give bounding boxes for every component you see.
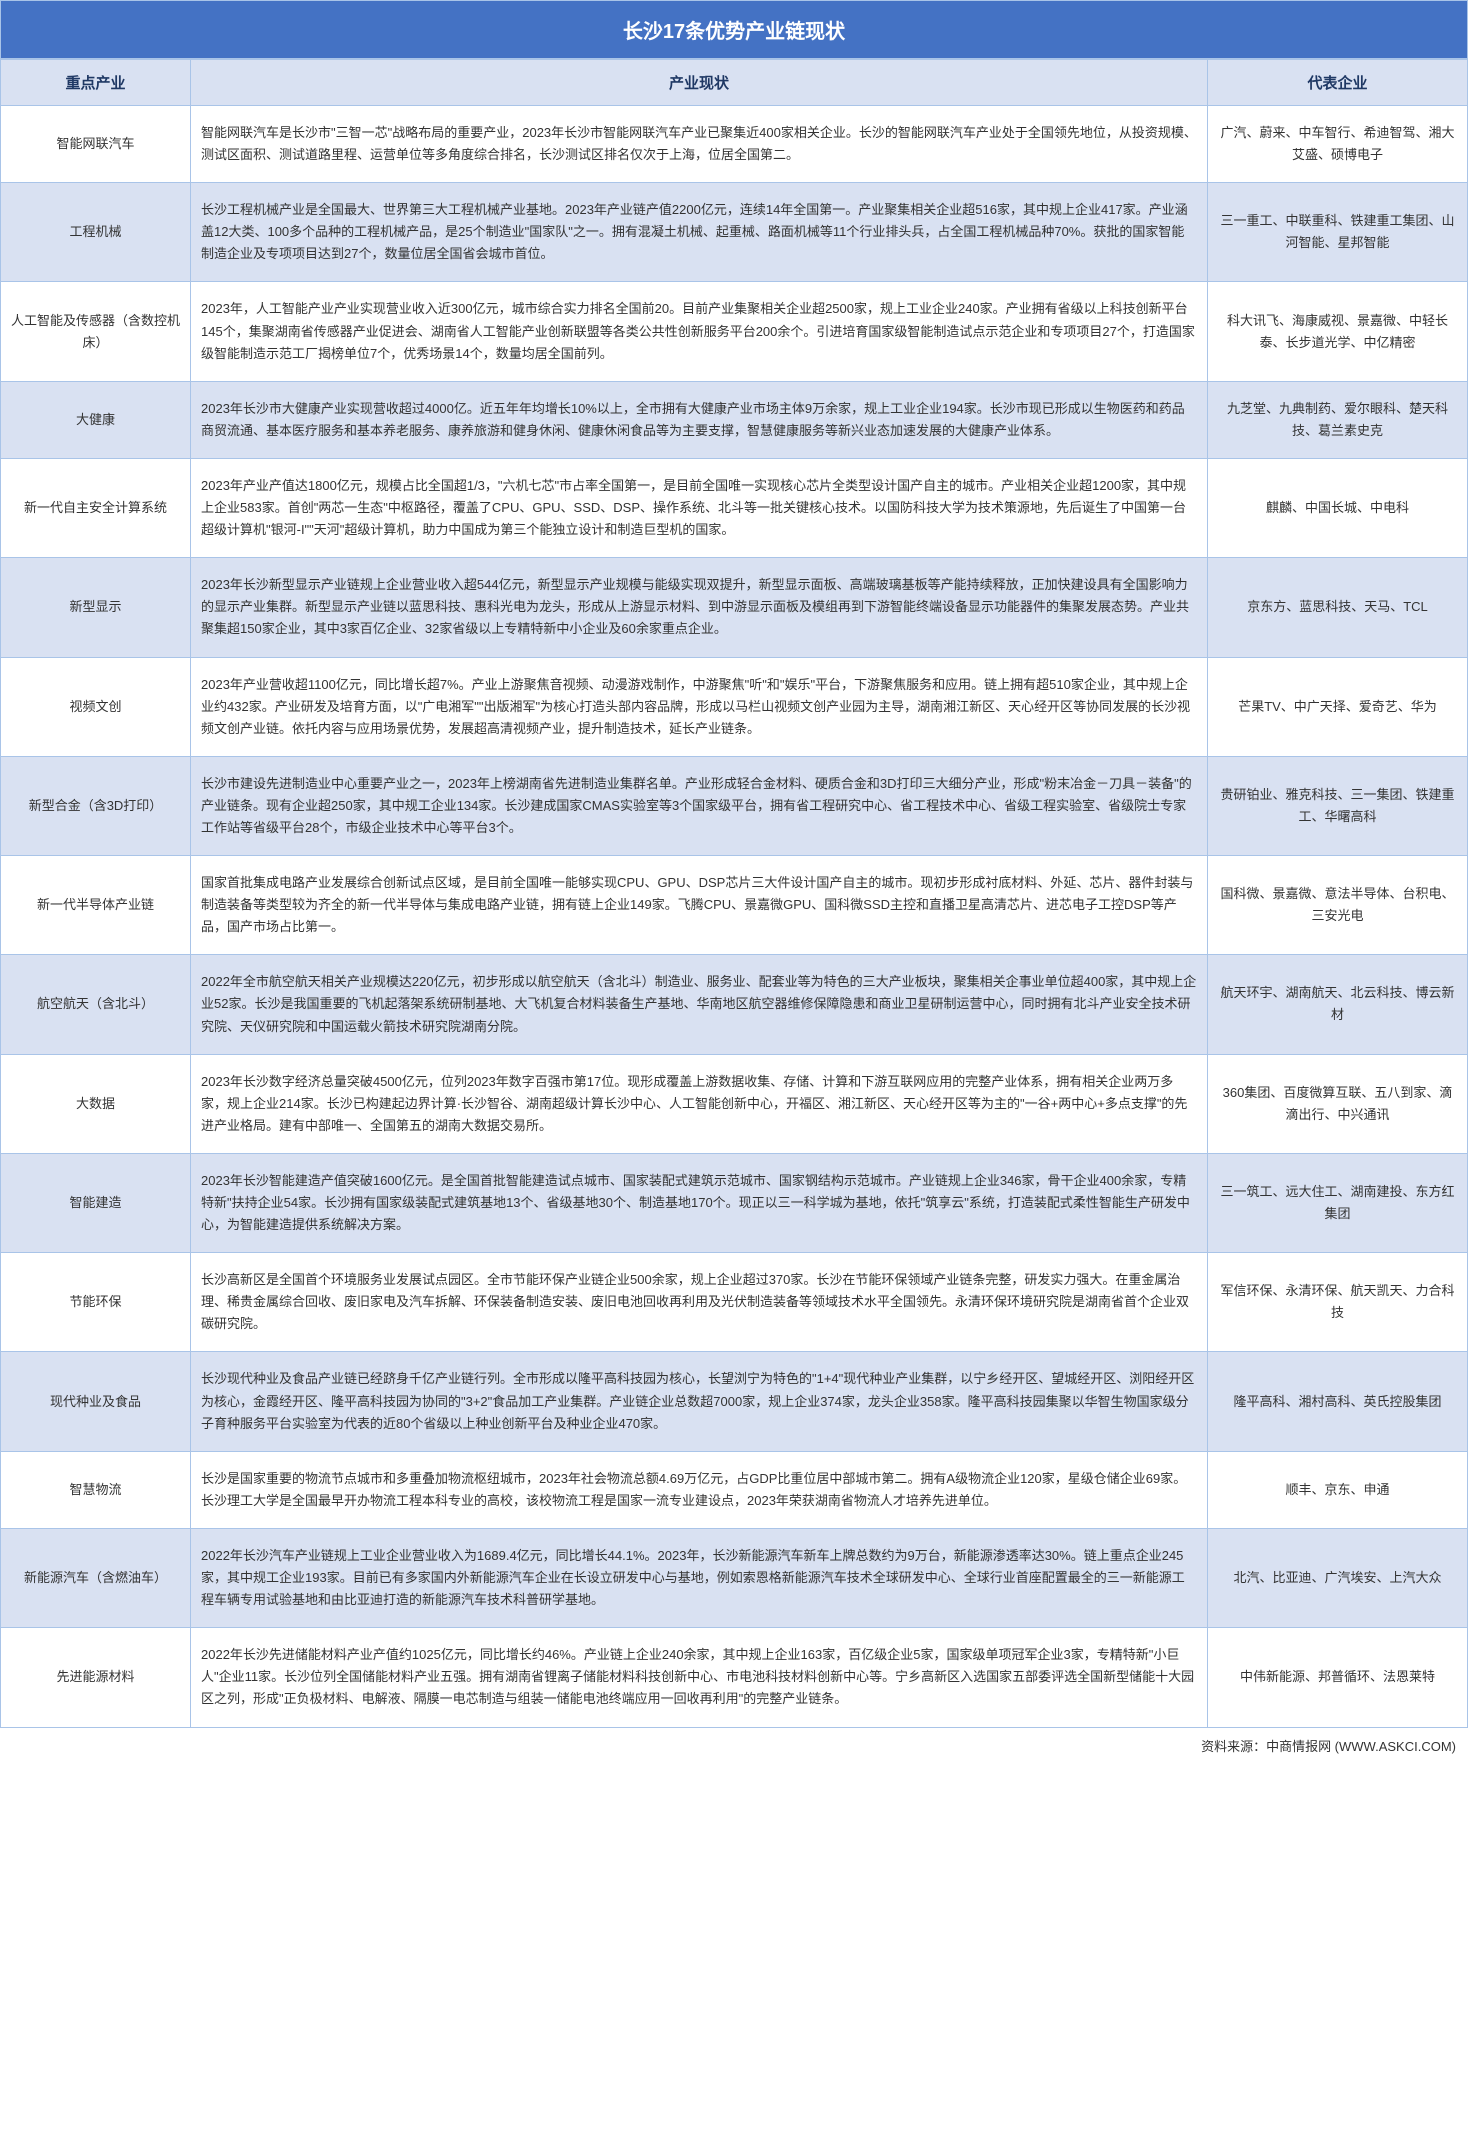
cell-industry: 大数据 (1, 1054, 191, 1153)
cell-company: 广汽、蔚来、中车智行、希迪智驾、湘大艾盛、硕博电子 (1208, 106, 1468, 183)
cell-company: 九芝堂、九典制药、爱尔眼科、楚天科技、葛兰素史克 (1208, 381, 1468, 458)
table-row: 新型显示2023年长沙新型显示产业链规上企业营业收入超544亿元，新型显示产业规… (1, 558, 1468, 657)
cell-status: 2023年长沙智能建造产值突破1600亿元。是全国首批智能建造试点城市、国家装配… (191, 1153, 1208, 1252)
cell-industry: 大健康 (1, 381, 191, 458)
cell-status: 2022年长沙汽车产业链规上工业企业营业收入为1689.4亿元，同比增长44.1… (191, 1528, 1208, 1627)
table-row: 人工智能及传感器（含数控机床）2023年，人工智能产业产业实现营业收入近300亿… (1, 282, 1468, 381)
table-row: 节能环保长沙高新区是全国首个环境服务业发展试点园区。全市节能环保产业链企业500… (1, 1253, 1468, 1352)
table-row: 新型合金（含3D打印）长沙市建设先进制造业中心重要产业之一，2023年上榜湖南省… (1, 756, 1468, 855)
cell-status: 2023年长沙新型显示产业链规上企业营业收入超544亿元，新型显示产业规模与能级… (191, 558, 1208, 657)
cell-status: 2023年产业营收超1100亿元，同比增长超7%。产业上游聚焦音视频、动漫游戏制… (191, 657, 1208, 756)
cell-status: 智能网联汽车是长沙市"三智一芯"战略布局的重要产业，2023年长沙市智能网联汽车… (191, 106, 1208, 183)
cell-status: 2023年产业产值达1800亿元，规模占比全国超1/3，"六机七芯"市占率全国第… (191, 458, 1208, 557)
table-row: 新一代自主安全计算系统2023年产业产值达1800亿元，规模占比全国超1/3，"… (1, 458, 1468, 557)
cell-industry: 智能建造 (1, 1153, 191, 1252)
cell-industry: 现代种业及食品 (1, 1352, 191, 1451)
cell-industry: 工程机械 (1, 183, 191, 282)
cell-status: 长沙工程机械产业是全国最大、世界第三大工程机械产业基地。2023年产业链产值22… (191, 183, 1208, 282)
table-row: 智能建造2023年长沙智能建造产值突破1600亿元。是全国首批智能建造试点城市、… (1, 1153, 1468, 1252)
cell-industry: 新一代自主安全计算系统 (1, 458, 191, 557)
table-row: 智慧物流长沙是国家重要的物流节点城市和多重叠加物流枢纽城市，2023年社会物流总… (1, 1451, 1468, 1528)
cell-industry: 先进能源材料 (1, 1628, 191, 1727)
cell-company: 三一重工、中联重科、铁建重工集团、山河智能、星邦智能 (1208, 183, 1468, 282)
header-status: 产业现状 (191, 60, 1208, 106)
table-row: 新能源汽车（含燃油车）2022年长沙汽车产业链规上工业企业营业收入为1689.4… (1, 1528, 1468, 1627)
cell-status: 长沙市建设先进制造业中心重要产业之一，2023年上榜湖南省先进制造业集群名单。产… (191, 756, 1208, 855)
cell-company: 芒果TV、中广天择、爱奇艺、华为 (1208, 657, 1468, 756)
cell-industry: 智能网联汽车 (1, 106, 191, 183)
cell-industry: 视频文创 (1, 657, 191, 756)
cell-status: 2022年长沙先进储能材料产业产值约1025亿元，同比增长约46%。产业链上企业… (191, 1628, 1208, 1727)
table-title: 长沙17条优势产业链现状 (0, 0, 1468, 59)
cell-status: 2022年全市航空航天相关产业规模达220亿元，初步形成以航空航天（含北斗）制造… (191, 955, 1208, 1054)
cell-company: 隆平高科、湘村高科、英氏控股集团 (1208, 1352, 1468, 1451)
cell-company: 麒麟、中国长城、中电科 (1208, 458, 1468, 557)
cell-company: 京东方、蓝思科技、天马、TCL (1208, 558, 1468, 657)
cell-company: 顺丰、京东、申通 (1208, 1451, 1468, 1528)
cell-status: 国家首批集成电路产业发展综合创新试点区域，是目前全国唯一能够实现CPU、GPU、… (191, 856, 1208, 955)
header-industry: 重点产业 (1, 60, 191, 106)
cell-industry: 航空航天（含北斗） (1, 955, 191, 1054)
source-attribution: 资料来源：中商情报网 (WWW.ASKCI.COM) (0, 1728, 1468, 1763)
cell-industry: 人工智能及传感器（含数控机床） (1, 282, 191, 381)
cell-industry: 智慧物流 (1, 1451, 191, 1528)
industry-table: 重点产业 产业现状 代表企业 智能网联汽车智能网联汽车是长沙市"三智一芯"战略布… (0, 59, 1468, 1728)
cell-industry: 新型显示 (1, 558, 191, 657)
cell-status: 长沙现代种业及食品产业链已经跻身千亿产业链行列。全市形成以隆平高科技园为核心，长… (191, 1352, 1208, 1451)
table-header-row: 重点产业 产业现状 代表企业 (1, 60, 1468, 106)
cell-company: 军信环保、永清环保、航天凯天、力合科技 (1208, 1253, 1468, 1352)
cell-company: 三一筑工、远大住工、湖南建投、东方红集团 (1208, 1153, 1468, 1252)
table-row: 航空航天（含北斗）2022年全市航空航天相关产业规模达220亿元，初步形成以航空… (1, 955, 1468, 1054)
cell-industry: 新能源汽车（含燃油车） (1, 1528, 191, 1627)
cell-status: 2023年，人工智能产业产业实现营业收入近300亿元，城市综合实力排名全国前20… (191, 282, 1208, 381)
table-row: 智能网联汽车智能网联汽车是长沙市"三智一芯"战略布局的重要产业，2023年长沙市… (1, 106, 1468, 183)
table-row: 工程机械长沙工程机械产业是全国最大、世界第三大工程机械产业基地。2023年产业链… (1, 183, 1468, 282)
cell-industry: 节能环保 (1, 1253, 191, 1352)
table-row: 视频文创2023年产业营收超1100亿元，同比增长超7%。产业上游聚焦音视频、动… (1, 657, 1468, 756)
header-company: 代表企业 (1208, 60, 1468, 106)
cell-status: 2023年长沙市大健康产业实现营收超过4000亿。近五年年均增长10%以上，全市… (191, 381, 1208, 458)
cell-company: 360集团、百度微算互联、五八到家、滴滴出行、中兴通讯 (1208, 1054, 1468, 1153)
cell-company: 科大讯飞、海康威视、景嘉微、中轻长泰、长步道光学、中亿精密 (1208, 282, 1468, 381)
cell-company: 中伟新能源、邦普循环、法恩莱特 (1208, 1628, 1468, 1727)
cell-company: 国科微、景嘉微、意法半导体、台积电、三安光电 (1208, 856, 1468, 955)
cell-status: 长沙是国家重要的物流节点城市和多重叠加物流枢纽城市，2023年社会物流总额4.6… (191, 1451, 1208, 1528)
table-row: 现代种业及食品长沙现代种业及食品产业链已经跻身千亿产业链行列。全市形成以隆平高科… (1, 1352, 1468, 1451)
cell-company: 贵研铂业、雅克科技、三一集团、铁建重工、华曙高科 (1208, 756, 1468, 855)
cell-company: 北汽、比亚迪、广汽埃安、上汽大众 (1208, 1528, 1468, 1627)
table-row: 先进能源材料2022年长沙先进储能材料产业产值约1025亿元，同比增长约46%。… (1, 1628, 1468, 1727)
cell-status: 长沙高新区是全国首个环境服务业发展试点园区。全市节能环保产业链企业500余家，规… (191, 1253, 1208, 1352)
cell-industry: 新一代半导体产业链 (1, 856, 191, 955)
table-row: 大健康2023年长沙市大健康产业实现营收超过4000亿。近五年年均增长10%以上… (1, 381, 1468, 458)
table-row: 新一代半导体产业链国家首批集成电路产业发展综合创新试点区域，是目前全国唯一能够实… (1, 856, 1468, 955)
cell-status: 2023年长沙数字经济总量突破4500亿元，位列2023年数字百强市第17位。现… (191, 1054, 1208, 1153)
cell-company: 航天环宇、湖南航天、北云科技、博云新材 (1208, 955, 1468, 1054)
cell-industry: 新型合金（含3D打印） (1, 756, 191, 855)
table-row: 大数据2023年长沙数字经济总量突破4500亿元，位列2023年数字百强市第17… (1, 1054, 1468, 1153)
